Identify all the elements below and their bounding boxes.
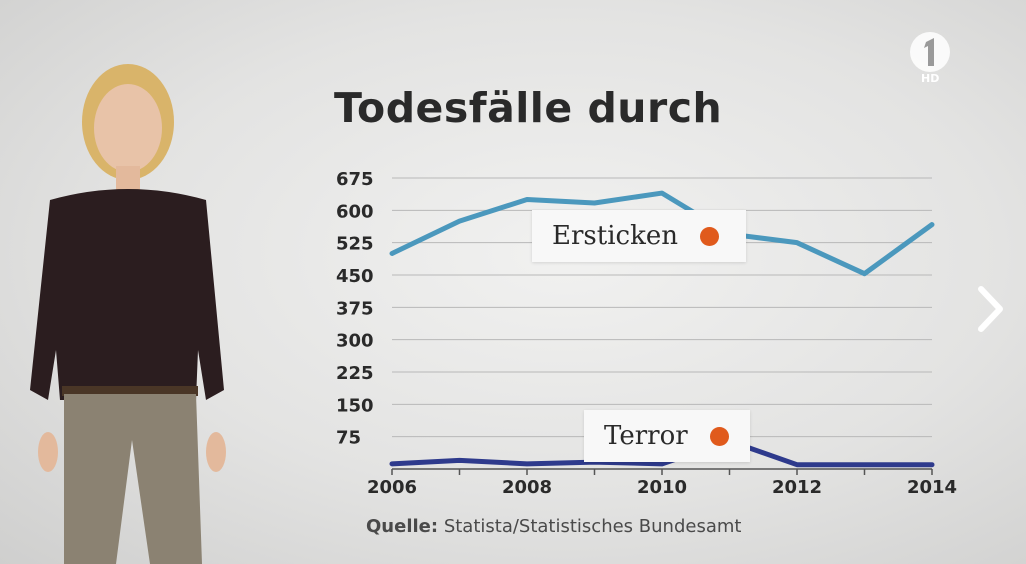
x-tick-label: 2014 [907,477,957,498]
series-name-terror: Terror [604,421,688,451]
x-tick-label: 2006 [367,477,417,498]
series-label-ersticken: Ersticken [532,210,746,262]
source-note: Quelle: Statista/Statistisches Bundesamt [366,516,741,537]
y-tick-label: 675 [336,169,374,190]
x-tick-label: 2010 [637,477,687,498]
source-text: Statista/Statistisches Bundesamt [443,516,742,537]
y-tick-label: 150 [336,395,374,416]
chart-title: Todesfälle durch [334,84,723,132]
series-label-terror: Terror [584,410,750,462]
marker-dot-icon [699,226,719,246]
series-line-terror [389,438,935,468]
y-tick-label: 600 [336,201,374,222]
y-tick-label: 225 [336,363,374,384]
marker-dot-icon [709,426,729,446]
x-tick-label: 2012 [772,477,822,498]
y-tick-label: 450 [336,266,374,287]
das-erste-logo-icon [910,32,950,72]
hd-badge: HD [921,72,940,85]
series-name-ersticken: Ersticken [552,221,678,251]
y-tick-label: 300 [336,331,374,352]
chevron-right-icon[interactable] [972,284,1008,334]
series-line-ersticken [389,190,935,277]
y-tick-label: 525 [336,234,374,255]
source-label: Quelle: [366,516,439,537]
x-tick-label: 2008 [502,477,552,498]
y-tick-label: 75 [336,428,361,449]
y-tick-label: 375 [336,298,374,319]
presenter-figure [30,64,226,564]
